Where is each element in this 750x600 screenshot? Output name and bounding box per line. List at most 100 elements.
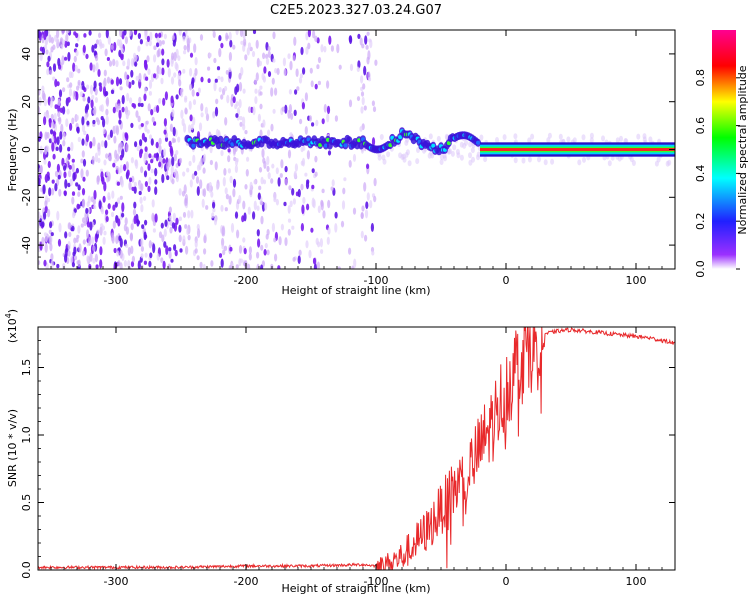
noise-speckle: [101, 225, 105, 231]
noise-speckle: [44, 205, 48, 214]
noise-speckle: [189, 67, 193, 77]
noise-speckle: [222, 176, 226, 187]
noise-speckle: [327, 199, 331, 209]
noise-speckle: [234, 158, 239, 167]
noise-speckle: [164, 136, 169, 142]
noise-speckle: [74, 64, 78, 72]
noise-speckle: [212, 30, 216, 33]
noise-speckle: [371, 137, 376, 147]
ridge-highlight: [388, 143, 393, 148]
noise-speckle: [94, 97, 98, 103]
noise-speckle: [196, 92, 200, 97]
noise-speckle: [293, 170, 297, 179]
noise-speckle: [296, 86, 300, 91]
noise-speckle: [75, 49, 79, 57]
noise-speckle: [317, 241, 321, 248]
noise-speckle: [178, 188, 182, 196]
noise-speckle: [277, 265, 281, 269]
ridge-highlight: [323, 143, 328, 148]
noise-speckle: [143, 196, 147, 201]
noise-speckle: [107, 134, 111, 141]
noise-speckle: [305, 240, 309, 249]
noise-speckle: [163, 241, 167, 248]
noise-speckle: [149, 252, 153, 259]
noise-speckle: [247, 106, 252, 113]
noise-speckle: [136, 145, 140, 152]
noise-speckle: [294, 163, 298, 172]
noise-speckle: [207, 66, 211, 71]
noise-speckle: [100, 208, 105, 215]
noise-speckle: [91, 44, 95, 53]
noise-speckle: [39, 218, 43, 227]
noise-speckle: [43, 116, 47, 126]
noise-speckle: [124, 71, 128, 81]
noise-speckle: [94, 152, 98, 163]
noise-speckle: [202, 263, 206, 269]
noise-speckle: [56, 163, 61, 173]
ridge-halo: [589, 132, 594, 139]
noise-speckle: [112, 204, 116, 211]
noise-speckle: [239, 30, 244, 37]
noise-speckle: [254, 78, 258, 86]
noise-speckle: [44, 242, 48, 253]
noise-speckle: [322, 210, 326, 219]
noise-speckle: [246, 156, 250, 162]
noise-speckle: [69, 122, 73, 131]
noise-speckle: [178, 224, 182, 233]
noise-speckle: [248, 252, 252, 261]
ridge-halo: [648, 136, 653, 143]
noise-speckle: [73, 255, 78, 261]
noise-speckle: [170, 76, 175, 85]
noise-speckle: [185, 245, 189, 255]
noise-speckle: [294, 89, 298, 95]
noise-speckle: [116, 250, 120, 257]
noise-speckle: [139, 196, 143, 204]
noise-speckle: [150, 109, 154, 116]
noise-speckle: [175, 173, 179, 183]
spectrogram-marks: [38, 30, 675, 269]
noise-speckle: [81, 85, 85, 91]
noise-speckle: [108, 60, 113, 67]
noise-speckle: [301, 204, 305, 215]
noise-speckle: [105, 170, 110, 177]
noise-speckle: [154, 167, 158, 177]
ridge-halo: [471, 156, 475, 163]
noise-speckle: [44, 39, 48, 46]
noise-speckle: [311, 122, 315, 127]
noise-speckle: [144, 181, 148, 187]
noise-speckle: [200, 103, 204, 112]
noise-speckle: [316, 64, 320, 70]
noise-speckle: [71, 117, 75, 125]
noise-speckle: [210, 260, 214, 267]
noise-speckle: [75, 182, 79, 187]
noise-speckle: [120, 178, 124, 188]
x-tick-label: -200: [234, 274, 259, 287]
noise-speckle: [86, 120, 90, 126]
noise-speckle: [106, 57, 110, 61]
noise-speckle: [267, 46, 271, 52]
noise-speckle: [374, 59, 378, 66]
noise-speckle: [242, 200, 246, 210]
x-tick-label: 0: [503, 274, 510, 287]
noise-speckle: [263, 66, 267, 74]
noise-speckle: [203, 235, 207, 244]
noise-speckle: [228, 265, 232, 269]
noise-speckle: [252, 30, 257, 35]
noise-speckle: [224, 85, 228, 92]
noise-speckle: [71, 225, 75, 232]
noise-speckle: [75, 91, 79, 101]
noise-speckle: [143, 231, 147, 241]
noise-speckle: [153, 153, 157, 158]
noise-speckle: [56, 263, 60, 269]
noise-speckle: [44, 145, 48, 155]
noise-speckle: [111, 190, 115, 199]
noise-speckle: [175, 150, 179, 155]
noise-speckle: [238, 81, 243, 92]
noise-speckle: [145, 40, 149, 47]
noise-speckle: [247, 206, 251, 215]
noise-speckle: [76, 85, 80, 91]
ridge-highlight: [191, 143, 196, 148]
noise-speckle: [277, 177, 281, 187]
noise-speckle: [134, 61, 138, 67]
noise-speckle: [98, 32, 102, 39]
